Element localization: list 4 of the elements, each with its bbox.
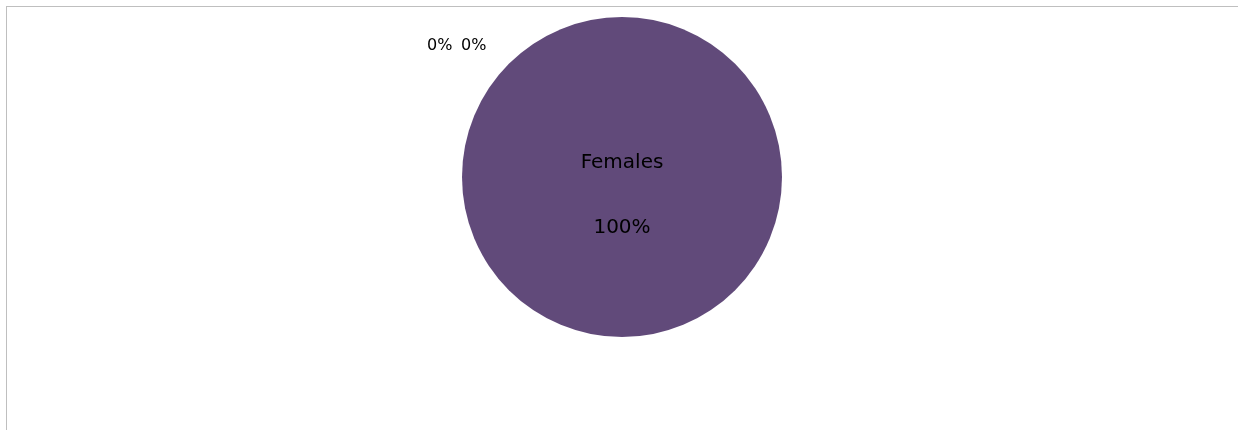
- data-label: 100%: [593, 214, 651, 238]
- text: 0%: [427, 35, 453, 54]
- text: 0%: [461, 35, 487, 54]
- slice-label: Females: [580, 149, 664, 173]
